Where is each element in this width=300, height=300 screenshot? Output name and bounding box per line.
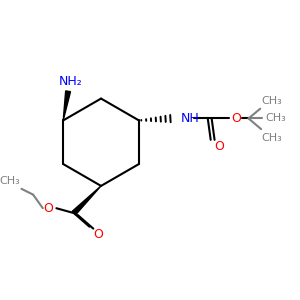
Text: CH₃: CH₃ bbox=[0, 176, 20, 186]
Text: O: O bbox=[93, 228, 103, 241]
Polygon shape bbox=[72, 186, 101, 215]
Text: NH₂: NH₂ bbox=[59, 75, 83, 88]
Text: CH₃: CH₃ bbox=[265, 113, 286, 124]
Text: O: O bbox=[214, 140, 224, 153]
Polygon shape bbox=[63, 91, 70, 120]
Text: NH: NH bbox=[181, 112, 200, 125]
Text: O: O bbox=[231, 112, 241, 125]
Text: CH₃: CH₃ bbox=[262, 96, 282, 106]
Text: O: O bbox=[44, 202, 54, 215]
Text: CH₃: CH₃ bbox=[262, 133, 282, 143]
